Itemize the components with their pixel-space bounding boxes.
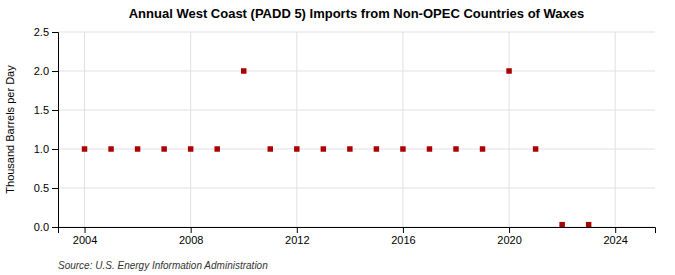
tick-mark (509, 227, 510, 233)
grid-line-y (58, 71, 655, 72)
tick-label: 2024 (603, 234, 627, 246)
y-axis: 0.0 0.5 1.0 1.5 2.0 2.5 (34, 26, 59, 233)
point (161, 146, 166, 151)
tick-mark (191, 227, 192, 233)
tick-label: 2.0 (34, 65, 49, 77)
point (268, 146, 273, 151)
point (559, 222, 564, 227)
axis-line (59, 228, 656, 234)
tick-label: 1.0 (34, 143, 49, 155)
tick: 2008 (179, 227, 203, 246)
x-axis: 2004 2008 2012 2016 2020 2024 (59, 227, 656, 246)
chart: 2004 2008 2012 2016 2020 2024 0.0 0.5 1.0 1.5 2.0 2… (0, 0, 675, 275)
grid-line-x (296, 32, 297, 227)
tick-mark (52, 71, 58, 72)
grid-line-y (58, 188, 655, 189)
tick-label: 0.0 (34, 221, 49, 233)
tick-label: 2.5 (34, 26, 49, 38)
tick: 2020 (497, 227, 521, 246)
point (374, 146, 379, 151)
tick-mark (52, 32, 58, 33)
tick-mark (52, 227, 58, 228)
tick-label: 1.5 (34, 104, 49, 116)
tick: 2012 (285, 227, 309, 246)
tick-mark (403, 227, 404, 233)
y-axis-label: Thousand Barrels per Day (4, 65, 16, 194)
point (506, 68, 511, 73)
tick-mark (297, 227, 298, 233)
point (400, 146, 405, 151)
tick: 2.5 (34, 26, 58, 38)
grid-line-x (509, 32, 510, 227)
point (135, 146, 140, 151)
point (586, 222, 591, 227)
tick: 0.5 (34, 182, 58, 194)
points (82, 68, 592, 227)
tick-label: 2012 (285, 234, 309, 246)
plot: 2004 2008 2012 2016 2020 2024 0.0 0.5 1.0 1.5 2.0 2… (34, 26, 656, 246)
tick: 2004 (73, 227, 97, 246)
grid-line-x (402, 32, 403, 227)
tick: 2.0 (34, 65, 58, 77)
tick-mark (615, 227, 616, 233)
title: Annual West Coast (PADD 5) Imports from … (129, 6, 585, 21)
annotation: Source: U.S. Energy Information Administ… (58, 260, 268, 271)
point (347, 146, 352, 151)
tick: 1.0 (34, 143, 58, 155)
axis-line (52, 33, 59, 228)
tick-label: 0.5 (34, 182, 49, 194)
tick: 2024 (603, 227, 627, 246)
tick-label: 2016 (391, 234, 415, 246)
grid-line-x (615, 32, 616, 227)
grid (58, 32, 655, 227)
point (533, 146, 538, 151)
point (241, 68, 246, 73)
grid-line-y (58, 32, 655, 33)
tick: 1.5 (34, 104, 58, 116)
point (294, 146, 299, 151)
point (214, 146, 219, 151)
grid-line-y (58, 110, 655, 111)
grid-line-x (190, 32, 191, 227)
tick: 2016 (391, 227, 415, 246)
tick-label: 2020 (497, 234, 521, 246)
tick-mark (52, 149, 58, 150)
tick-mark (52, 188, 58, 189)
tick-label: 2004 (73, 234, 97, 246)
point (82, 146, 87, 151)
point (480, 146, 485, 151)
point (188, 146, 193, 151)
point (108, 146, 113, 151)
point (453, 146, 458, 151)
grid-line-x (84, 32, 85, 227)
tick-mark (52, 110, 58, 111)
tick: 0.0 (34, 221, 58, 233)
tick-label: 2008 (179, 234, 203, 246)
point (321, 146, 326, 151)
tick-mark (85, 227, 86, 233)
point (427, 146, 432, 151)
grid-line-y (58, 149, 655, 150)
